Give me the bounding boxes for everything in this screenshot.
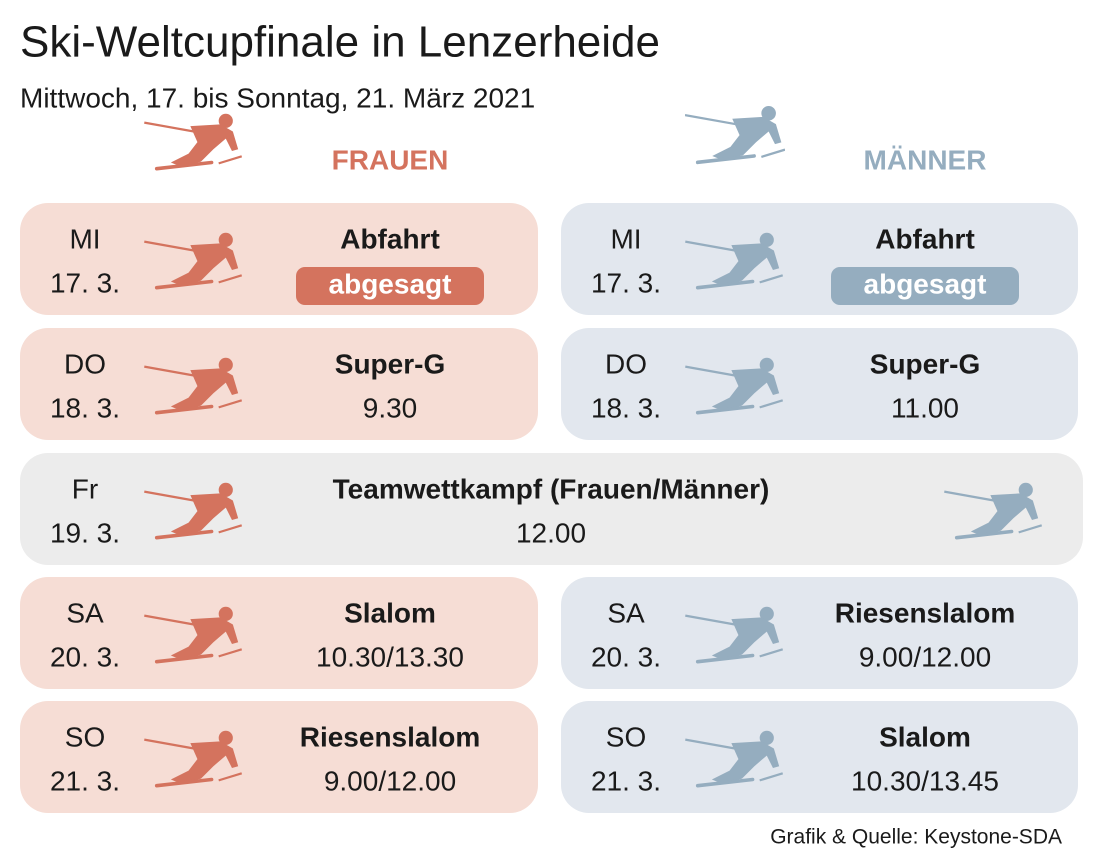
event-card [20,577,538,689]
day: SO [65,721,105,752]
date: 18. 3. [50,392,120,423]
event-card [20,453,1083,565]
start-time: 10.30/13.45 [851,765,999,796]
event-name: Riesenslalom [300,721,481,752]
column-label: FRAUEN [332,144,449,175]
title: Ski-Weltcupfinale in Lenzerheide [20,18,660,67]
day: DO [605,348,647,379]
event-card [561,577,1078,689]
status: abgesagt [864,268,987,299]
date: 20. 3. [591,641,661,672]
start-time: 10.30/13.30 [316,641,464,672]
date: 20. 3. [50,641,120,672]
date: 21. 3. [50,765,120,796]
start-time: 11.00 [891,392,959,423]
skier-icon [685,106,785,162]
date: 18. 3. [591,392,661,423]
start-time: 9.00/12.00 [324,765,456,796]
date: 21. 3. [591,765,661,796]
day: Fr [72,473,98,504]
day: DO [64,348,106,379]
skier-icon [142,112,244,171]
event-name: Abfahrt [875,223,975,254]
status: abgesagt [329,268,452,299]
start-time: 12.00 [516,517,586,548]
day: SA [607,597,645,628]
date: 19. 3. [50,517,120,548]
event-card [20,701,538,813]
start-time: 9.30 [363,392,418,423]
event-name: Teamwettkampf (Frauen/Männer) [333,473,770,504]
day: SA [66,597,104,628]
event-card [561,701,1078,813]
event-name: Slalom [879,721,971,752]
date: 17. 3. [50,267,120,298]
subtitle: Mittwoch, 17. bis Sonntag, 21. März 2021 [20,82,535,113]
date: 17. 3. [591,267,661,298]
event-name: Super-G [335,348,445,379]
day: MI [610,223,641,254]
event-card [20,328,538,440]
event-name: Super-G [870,348,980,379]
status-badge [296,267,484,305]
column-label: MÄNNER [864,144,987,175]
start-time: 9.00/12.00 [859,641,991,672]
day: SO [606,721,646,752]
status-badge [831,267,1019,305]
event-name: Abfahrt [340,223,440,254]
event-card [561,328,1078,440]
event-name: Riesenslalom [835,597,1016,628]
source: Grafik & Quelle: Keystone-SDA [770,826,1062,849]
event-name: Slalom [344,597,436,628]
day: MI [69,223,100,254]
